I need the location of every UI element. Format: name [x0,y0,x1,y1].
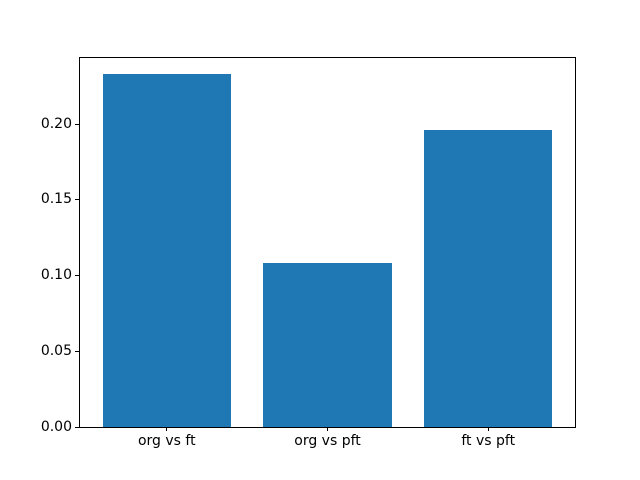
y-tick-mark [75,123,79,125]
y-tick-mark [75,199,79,201]
y-tick-mark [75,275,79,277]
x-tick-mark [166,427,168,431]
y-tick-label: 0.15 [40,191,72,208]
y-tick-label: 0.10 [40,267,72,284]
bar [423,130,553,427]
y-tick-label: 0.00 [40,418,72,435]
y-tick-mark [75,426,79,428]
bar [263,263,392,427]
x-tick-label: ft vs pft [461,433,516,449]
x-tick-label: org vs pft [294,433,361,449]
x-tick-mark [487,427,489,431]
x-tick-mark [327,427,328,431]
y-tick-label: 0.20 [40,115,72,132]
y-tick-mark [75,350,79,352]
x-tick-label: org vs ft [137,433,196,449]
plot-area: org vs ft org vs pft ft vs pft 0.00 0.05 0.10… [41,57,576,449]
bar [102,74,232,427]
y-tick-label: 0.05 [40,342,72,359]
